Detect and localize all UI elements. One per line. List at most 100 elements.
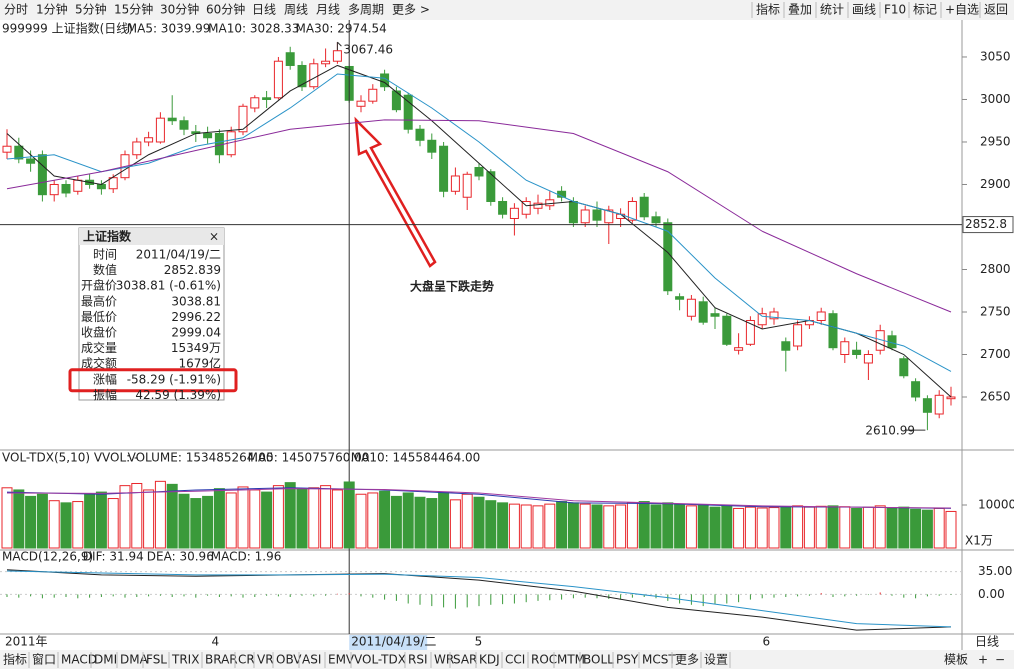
legend-item: VOLUME: 153485264.00 xyxy=(128,451,274,465)
toolbar-item[interactable]: 1分钟 xyxy=(36,2,68,17)
volume-bar xyxy=(367,492,379,549)
tab[interactable]: BRAR xyxy=(205,653,238,667)
legend-item: MA5: 145075760.00 xyxy=(248,451,370,465)
candle-body xyxy=(14,145,24,160)
volume-bar xyxy=(473,496,485,549)
candle-body xyxy=(592,209,602,221)
toolbar-item[interactable]: 分时 xyxy=(4,3,28,17)
volume-bar xyxy=(650,504,662,549)
candle-body xyxy=(675,296,685,300)
volume-bar xyxy=(438,491,450,549)
tab[interactable]: DMA xyxy=(120,653,149,667)
tab[interactable]: MACD xyxy=(61,653,97,667)
candle-body xyxy=(309,63,319,88)
candle-body xyxy=(61,183,71,194)
tab[interactable]: 窗口 xyxy=(32,653,56,667)
candle-body xyxy=(179,120,189,130)
tab[interactable]: PSY xyxy=(616,653,639,667)
unit-label: X1万 xyxy=(965,534,993,548)
candle-body xyxy=(781,341,791,351)
legend-item: MACD(12,26,9) xyxy=(2,550,93,564)
tab[interactable]: VOL-TDX xyxy=(354,653,406,667)
tab[interactable]: + xyxy=(978,653,988,667)
volume-bar xyxy=(815,505,827,549)
tab[interactable]: BOLL xyxy=(583,653,614,667)
toolbar-item[interactable]: 多周期 xyxy=(348,3,384,17)
crosshair-label: 2852.8 xyxy=(965,217,1007,231)
candle-body xyxy=(533,202,543,209)
candle-body xyxy=(509,207,519,219)
info-label: 振幅 xyxy=(93,387,117,402)
toolbar-item[interactable]: 更多 > xyxy=(392,3,430,17)
candle-body xyxy=(498,200,508,215)
volume-bar xyxy=(402,492,414,549)
toolbar-item[interactable]: 60分钟 xyxy=(206,2,245,17)
volume-bar xyxy=(213,488,225,549)
tab[interactable]: WR xyxy=(434,653,454,667)
tab[interactable]: ASI xyxy=(302,653,321,667)
volume-bar xyxy=(72,501,84,549)
tab[interactable]: FSL xyxy=(146,653,167,667)
toolbar xyxy=(0,0,1014,20)
volume-bar xyxy=(202,495,214,549)
volume-bar xyxy=(119,485,131,549)
toolbar-item[interactable]: 日线 xyxy=(252,3,276,17)
volume-bar xyxy=(792,505,804,549)
tab[interactable]: TRIX xyxy=(171,653,199,667)
tab[interactable]: 更多 xyxy=(675,653,699,667)
x-label: 6 xyxy=(763,635,771,649)
volume-bar xyxy=(674,503,686,549)
volume-bar xyxy=(910,508,922,549)
tab[interactable]: 指标 xyxy=(3,652,27,667)
tab[interactable]: EMV xyxy=(328,653,355,667)
candle-body xyxy=(285,52,295,66)
y-tick-label: 3000 xyxy=(980,92,1011,106)
tab[interactable]: RSI xyxy=(408,653,428,667)
volume-bar xyxy=(497,502,509,549)
toolbar-item[interactable]: 返回 xyxy=(984,3,1008,17)
candle-body xyxy=(698,301,708,323)
tab[interactable]: SAR xyxy=(453,653,477,667)
volume-bar xyxy=(107,498,119,549)
toolbar-item[interactable]: 5分钟 xyxy=(75,2,107,17)
tab[interactable]: 设置 xyxy=(704,653,728,667)
volume-bar xyxy=(261,491,273,549)
candle-body xyxy=(852,349,862,355)
tab[interactable]: 模板 xyxy=(944,653,968,667)
volume-bar xyxy=(886,507,898,549)
toolbar-item[interactable]: 画线 xyxy=(852,3,876,17)
candle-body xyxy=(26,158,36,164)
toolbar-item[interactable]: 月线 xyxy=(316,3,340,17)
toolbar-item[interactable]: 指标 xyxy=(756,2,780,17)
toolbar-item[interactable]: +自选 xyxy=(945,3,979,17)
candle-body xyxy=(391,90,401,111)
toolbar-item[interactable]: 15分钟 xyxy=(114,2,153,17)
date-label: 2011/04/19/二 xyxy=(351,635,436,649)
tab[interactable]: OBV xyxy=(276,653,302,667)
toolbar-item[interactable]: 叠加 xyxy=(788,3,812,17)
tab[interactable]: MTM xyxy=(557,653,585,667)
legend-item: DEA: 30.96 xyxy=(147,550,214,564)
toolbar-item[interactable]: 30分钟 xyxy=(160,2,199,17)
info-header xyxy=(79,228,224,245)
tab[interactable]: VR xyxy=(257,653,274,667)
tab[interactable]: MCST xyxy=(642,653,676,667)
tab[interactable]: CR xyxy=(238,653,255,667)
volume-bar xyxy=(390,495,402,549)
toolbar-item[interactable]: 统计 xyxy=(820,3,844,17)
tab[interactable]: DMI xyxy=(94,653,117,667)
toolbar-item[interactable]: 标记 xyxy=(913,3,937,17)
candle-body xyxy=(651,216,661,224)
volume-bar xyxy=(851,507,863,549)
tab[interactable]: ROC xyxy=(531,653,557,667)
volume-bar xyxy=(154,480,166,549)
toolbar-item[interactable]: 周线 xyxy=(284,3,308,17)
candle-body xyxy=(580,209,590,224)
toolbar-item[interactable]: F10 xyxy=(884,3,906,17)
tab[interactable]: − xyxy=(995,653,1005,667)
tab[interactable]: KDJ xyxy=(479,653,500,667)
period-label: 日线 xyxy=(975,635,999,649)
close-icon: × xyxy=(209,230,219,244)
legend-item: MA30: 2974.54 xyxy=(296,22,387,36)
tab[interactable]: CCI xyxy=(505,653,525,667)
